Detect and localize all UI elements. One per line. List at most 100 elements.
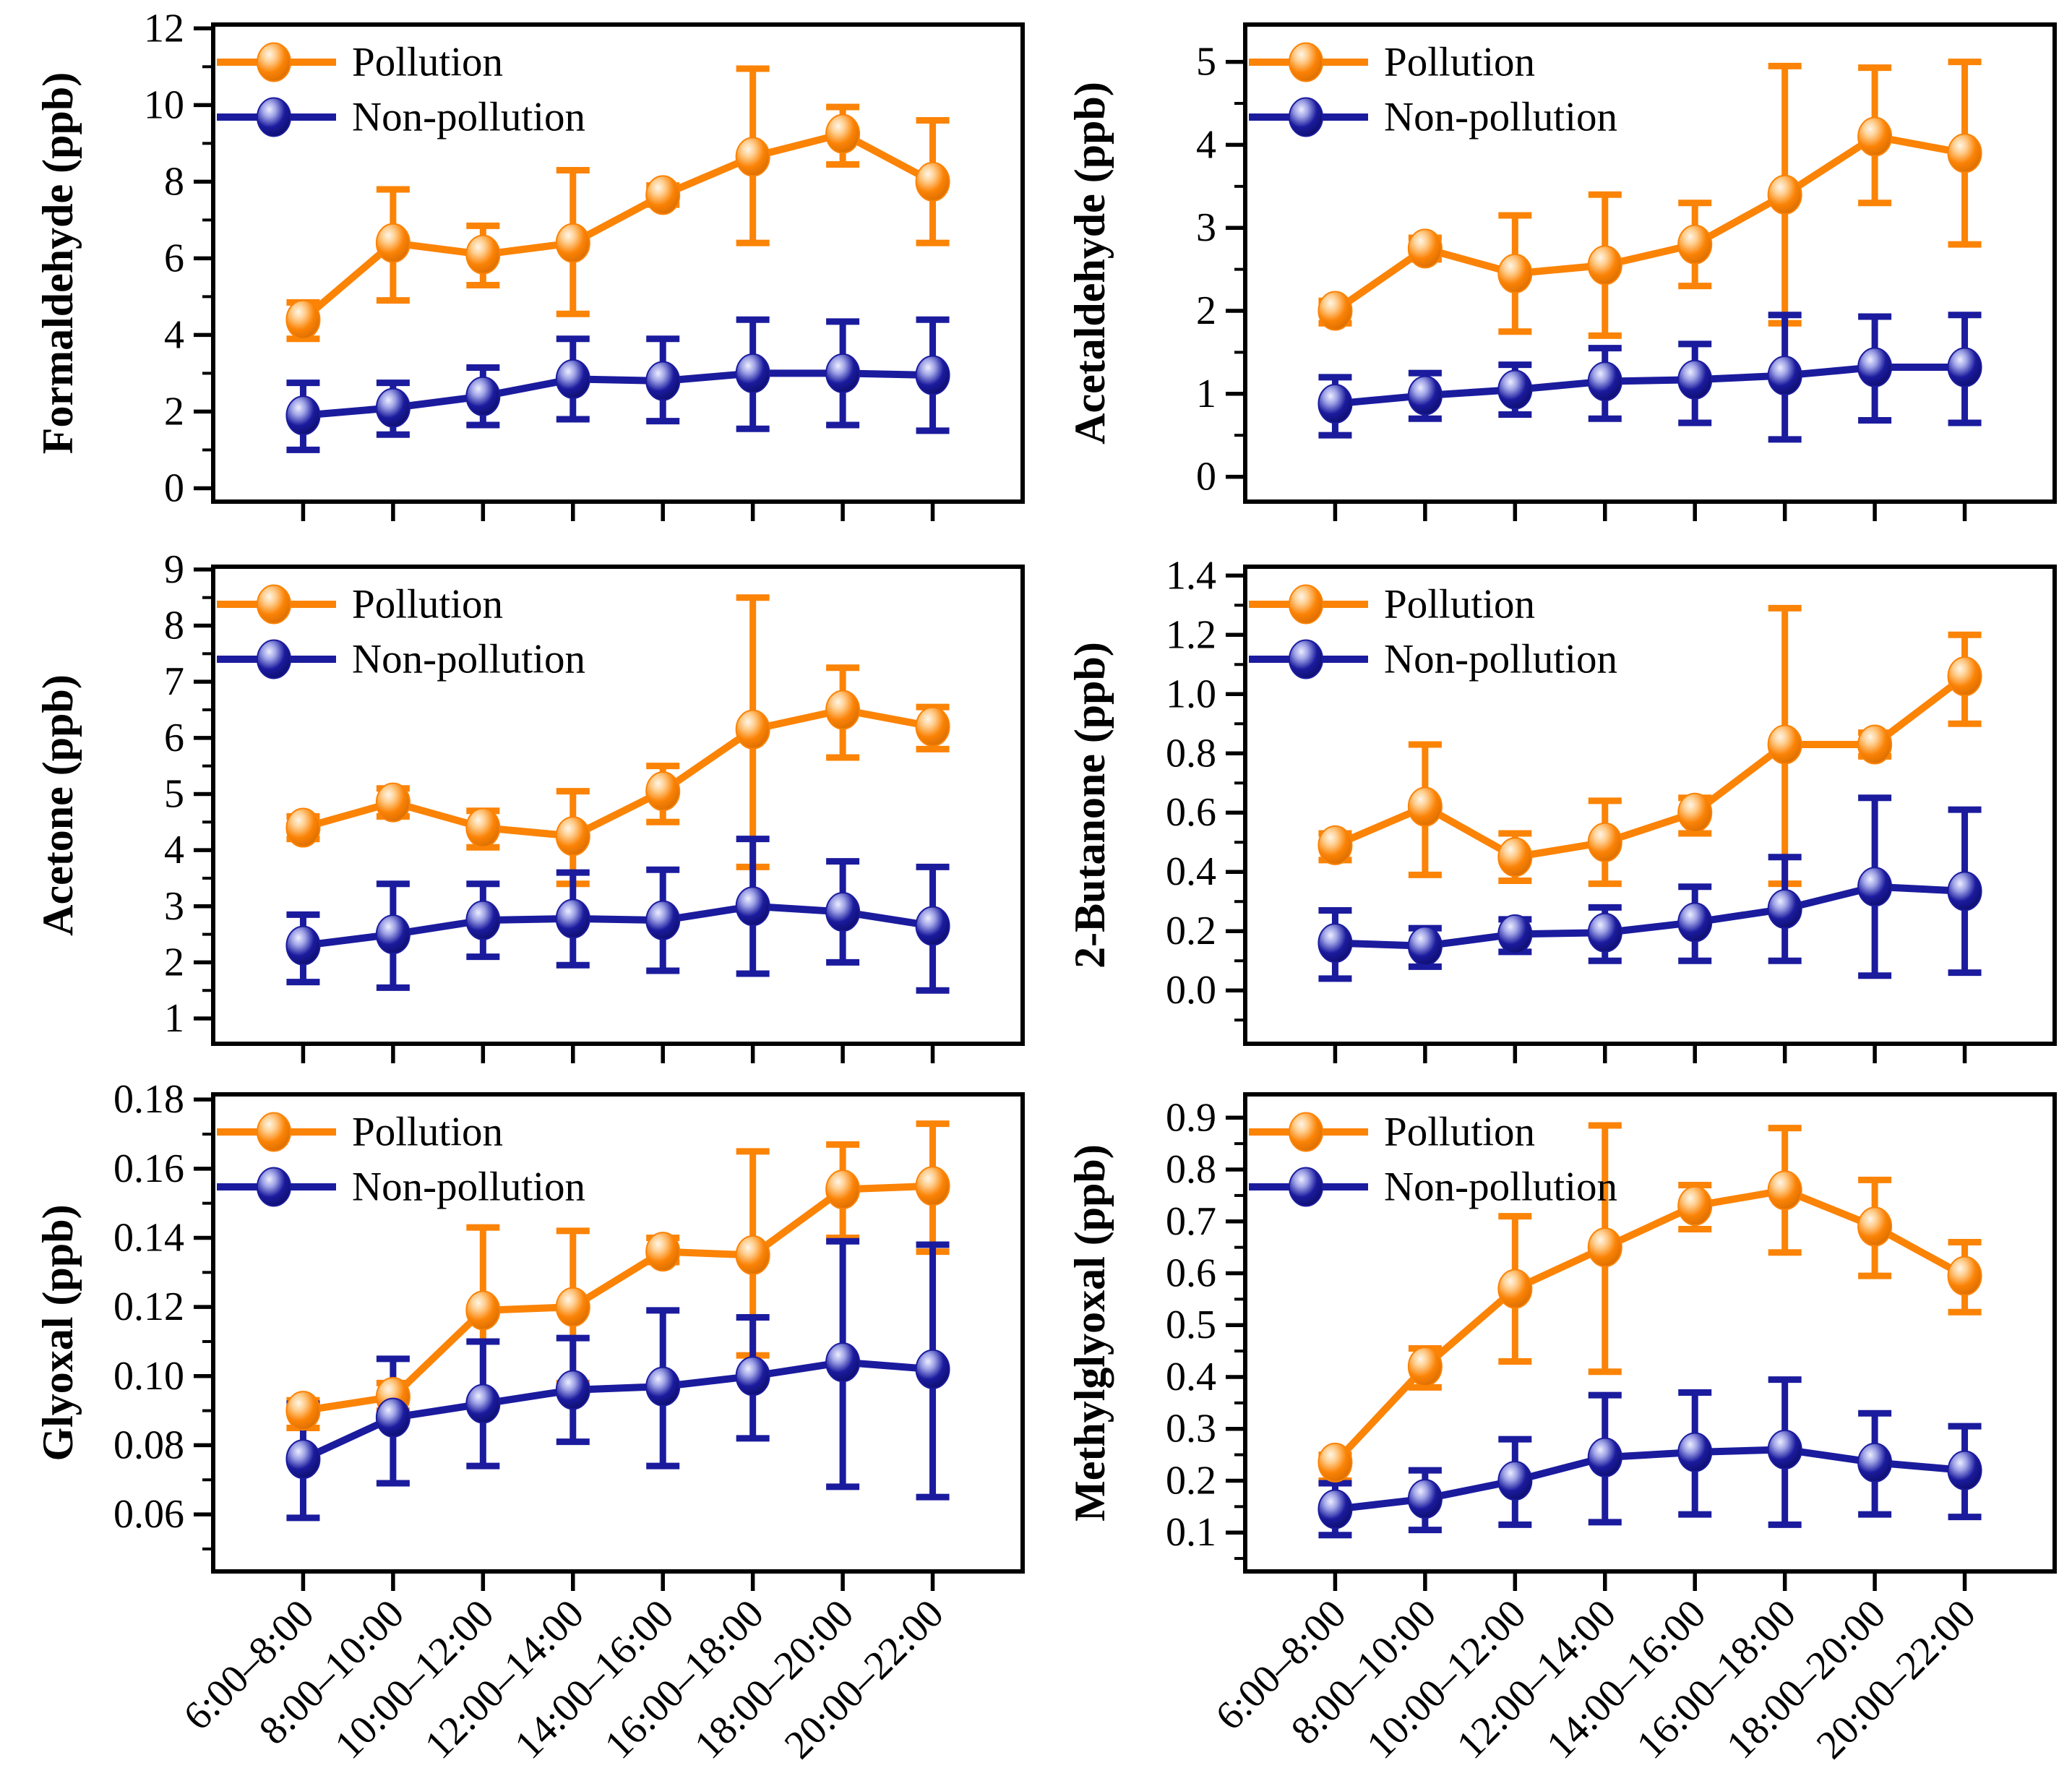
data-point-marker <box>1587 822 1622 862</box>
data-point-marker <box>1497 837 1533 878</box>
data-point-marker <box>1857 724 1893 765</box>
legend-marker <box>257 584 291 625</box>
data-point-marker <box>285 1391 321 1431</box>
legend: Pollution Non-pollution <box>1249 582 1617 682</box>
y-axis-label: Glyoxal (ppb) <box>34 1204 82 1461</box>
data-point-marker <box>645 1232 681 1272</box>
data-point-marker <box>825 113 861 154</box>
legend-marker <box>257 42 291 82</box>
data-point-marker <box>1407 926 1443 966</box>
y-tick-label: 1.4 <box>1166 553 1216 598</box>
y-tick-label: 0.8 <box>1166 731 1216 776</box>
data-point-marker <box>375 914 410 955</box>
data-point-marker <box>465 376 501 416</box>
series-group <box>1317 604 1982 982</box>
data-point-marker <box>825 1170 861 1210</box>
plot-border <box>1243 22 2057 504</box>
y-tick-label: 3 <box>164 884 184 929</box>
data-point-marker <box>1497 253 1533 293</box>
data-point-marker <box>645 361 681 401</box>
legend-label: Non-pollution <box>1384 95 1617 140</box>
data-point-marker <box>375 223 410 263</box>
data-point-marker <box>465 234 501 275</box>
y-tick-label: 0.12 <box>113 1284 184 1329</box>
data-point-marker <box>1677 1185 1713 1226</box>
data-point-marker <box>1767 1170 1802 1211</box>
data-point-marker <box>375 782 410 823</box>
data-point-marker <box>1587 1437 1622 1477</box>
y-tick-label: 0.06 <box>113 1492 184 1537</box>
data-point-marker <box>1407 375 1443 416</box>
legend: Pollution Non-pollution <box>1249 1110 1617 1210</box>
data-point-marker <box>375 387 410 428</box>
y-tick-label: 6 <box>164 236 184 280</box>
data-point-marker <box>465 1383 501 1424</box>
series-line <box>299 1182 937 1415</box>
data-point-marker <box>735 709 770 750</box>
y-tick-label: 5 <box>1196 40 1216 85</box>
data-point-marker <box>1317 1489 1353 1530</box>
data-point-marker <box>1497 914 1533 954</box>
data-point-marker <box>1317 291 1353 331</box>
legend-label: Non-pollution <box>352 637 585 682</box>
plot-border <box>211 22 1025 504</box>
data-point-marker <box>915 355 950 395</box>
legend-marker <box>1289 1112 1323 1152</box>
data-point-marker <box>1947 133 1982 173</box>
data-point-marker <box>1857 867 1893 907</box>
y-tick-label: 2 <box>164 940 184 984</box>
data-point-marker <box>375 1397 410 1438</box>
data-point-marker <box>1677 359 1713 400</box>
data-point-marker <box>915 161 950 202</box>
data-point-marker <box>1317 923 1353 964</box>
y-axis-label: Acetaldehyde (ppb) <box>1066 82 1114 445</box>
legend-marker <box>1289 584 1323 625</box>
series-group <box>1317 59 1982 443</box>
data-point-marker <box>1677 1432 1713 1472</box>
y-tick-label: 1 <box>164 996 184 1041</box>
y-tick-label: 6 <box>164 716 184 760</box>
y-tick-label: 0 <box>164 466 184 510</box>
data-point-marker <box>1407 1347 1443 1387</box>
legend-label: Pollution <box>1384 40 1535 85</box>
y-tick-label: 1 <box>1196 372 1216 416</box>
y-tick-label: 0.2 <box>1166 909 1216 953</box>
data-point-marker <box>825 892 861 932</box>
data-point-marker <box>1317 384 1353 424</box>
data-point-marker <box>825 353 861 393</box>
data-point-marker <box>1587 361 1622 402</box>
data-point-marker <box>465 1290 501 1331</box>
y-tick-label: 0.2 <box>1166 1458 1216 1503</box>
data-point-marker <box>1947 1256 1982 1296</box>
legend-label: Pollution <box>352 582 503 627</box>
plot-border <box>211 1092 1025 1574</box>
y-tick-label: 3 <box>1196 205 1216 250</box>
legend-label: Non-pollution <box>1384 1164 1617 1210</box>
data-point-marker <box>1857 116 1893 157</box>
data-point-marker <box>1317 825 1353 865</box>
y-tick-label: 9 <box>164 547 184 592</box>
data-point-marker <box>285 807 321 848</box>
legend-marker <box>1289 639 1323 679</box>
data-point-marker <box>1497 1460 1533 1501</box>
series-line <box>1331 132 1969 314</box>
legend-label: Pollution <box>352 1110 503 1155</box>
y-tick-label: 2 <box>1196 288 1216 333</box>
y-tick-label: 0.4 <box>1166 1355 1216 1399</box>
y-tick-label: 0 <box>1196 455 1216 499</box>
y-tick-label: 10 <box>144 82 184 127</box>
data-point-marker <box>1587 1227 1622 1268</box>
data-point-marker <box>915 1349 950 1389</box>
y-tick-label: 4 <box>164 312 184 357</box>
data-point-marker <box>1677 792 1713 833</box>
y-tick-label: 4 <box>1196 122 1216 167</box>
y-tick-label: 1.0 <box>1166 672 1216 716</box>
legend: Pollution Non-pollution <box>217 40 585 140</box>
data-point-marker <box>285 925 321 966</box>
data-point-marker <box>1497 1269 1533 1309</box>
y-tick-label: 0.6 <box>1166 790 1216 835</box>
data-point-marker <box>1767 888 1802 929</box>
y-tick-label: 0.3 <box>1166 1407 1216 1451</box>
data-point-marker <box>465 900 501 940</box>
data-point-marker <box>555 359 590 399</box>
